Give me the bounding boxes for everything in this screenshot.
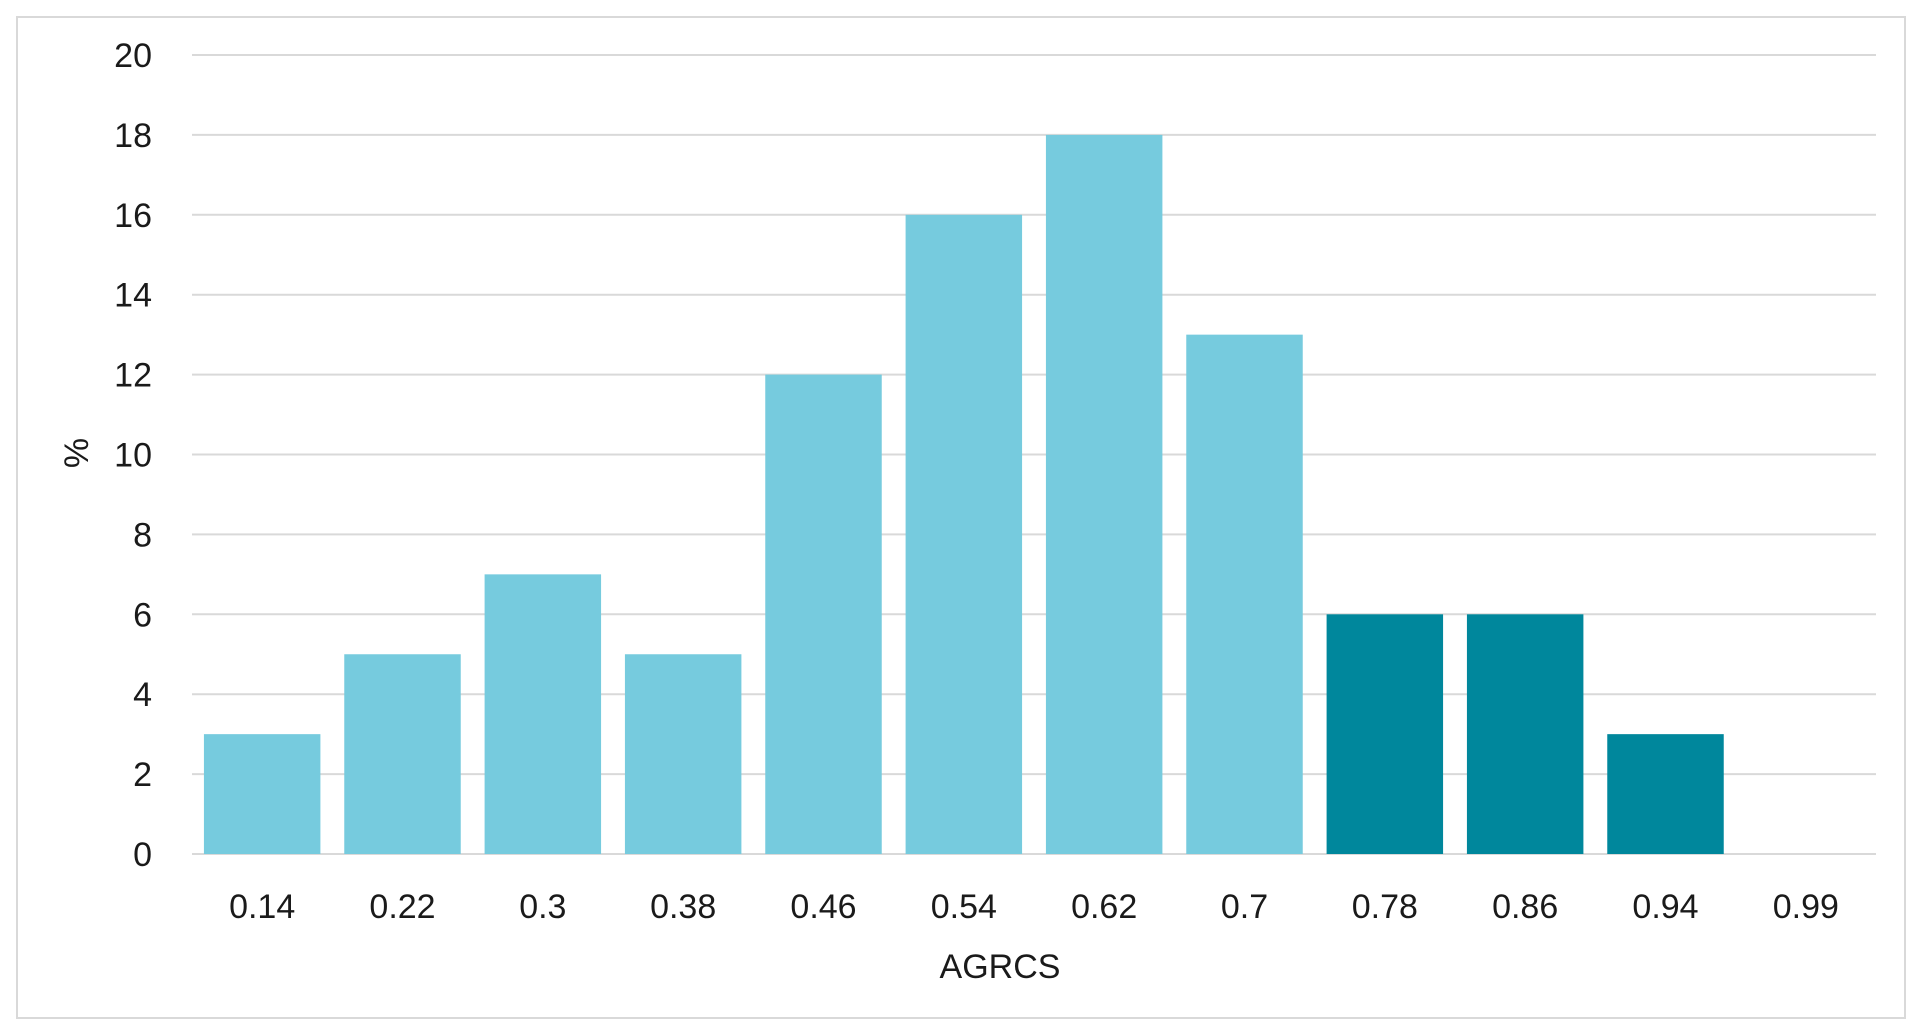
bar: [905, 214, 1023, 855]
x-tick-label: 0.46: [790, 888, 856, 926]
x-tick-label: 0.94: [1632, 888, 1698, 926]
y-tick-label: 10: [114, 437, 152, 475]
bar: [1186, 334, 1303, 854]
y-tick-label: 2: [133, 756, 152, 794]
y-axis-tick-labels: 0 2 4 6 8 10 12 14 16 18 20: [114, 37, 152, 874]
bar: [203, 734, 321, 854]
y-tick-label: 4: [133, 676, 152, 714]
bar: [344, 654, 461, 854]
x-tick-label: 0.99: [1773, 888, 1839, 926]
x-tick-label: 0.14: [229, 888, 295, 926]
y-tick-label: 0: [133, 836, 152, 874]
y-tick-label: 14: [114, 277, 152, 315]
bar: [484, 574, 602, 854]
bars: [203, 134, 1724, 855]
x-tick-label: 0.62: [1071, 888, 1137, 926]
x-tick-label: 0.22: [369, 888, 435, 926]
bar: [1326, 614, 1444, 854]
bar: [624, 654, 742, 854]
y-tick-label: 20: [114, 37, 152, 75]
y-tick-label: 12: [114, 357, 152, 395]
x-tick-label: 0.38: [650, 888, 716, 926]
x-tick-label: 0.86: [1492, 888, 1558, 926]
x-tick-label: 0.7: [1221, 888, 1268, 926]
x-tick-label: 0.54: [931, 888, 997, 926]
y-tick-label: 6: [133, 596, 152, 634]
bar: [1607, 734, 1724, 854]
bar: [1466, 614, 1584, 854]
bar: [765, 374, 882, 854]
x-tick-label: 0.78: [1352, 888, 1418, 926]
x-tick-label: 0.3: [519, 888, 566, 926]
y-axis-title: %: [58, 438, 96, 468]
y-tick-label: 18: [114, 117, 152, 155]
bar: [1045, 134, 1163, 854]
y-tick-label: 8: [133, 516, 152, 554]
gridlines: [192, 54, 1876, 855]
x-axis-tick-labels: 0.14 0.22 0.3 0.38 0.46 0.54 0.62 0.7 0.78 0.86 0.…: [229, 888, 1839, 926]
y-tick-label: 16: [114, 197, 152, 235]
x-axis-title: AGRCS: [940, 948, 1061, 986]
